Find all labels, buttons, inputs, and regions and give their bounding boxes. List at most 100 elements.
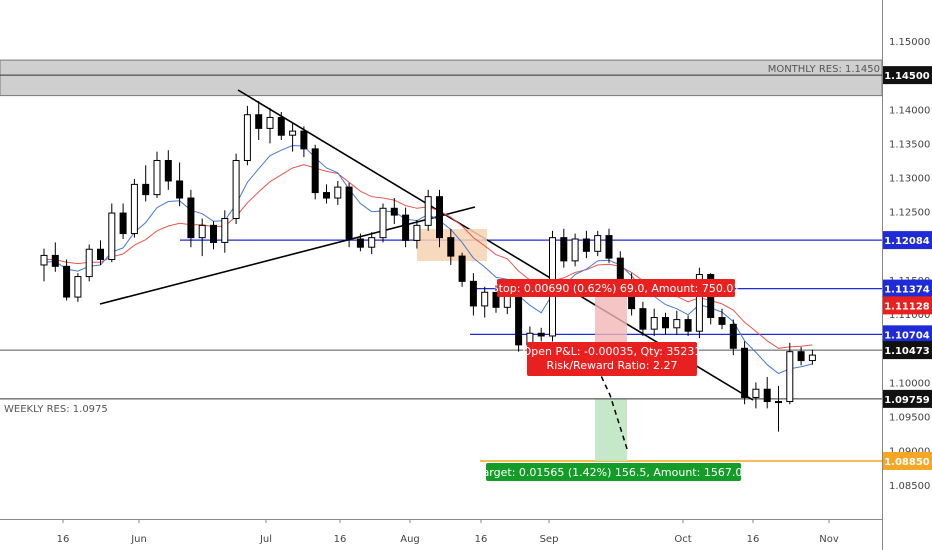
candle-body	[334, 186, 342, 199]
candle-body	[763, 388, 771, 403]
candle-body	[741, 347, 749, 398]
candle-body	[390, 207, 398, 216]
candle-body	[469, 280, 477, 307]
price-tick-label: 1.09500	[889, 413, 930, 424]
price-tag-label: 1.14500	[884, 71, 930, 82]
candle-body	[424, 196, 432, 226]
candle-body	[775, 401, 782, 404]
open-pnl-label: Open P&L: -0.00035, Qty: 35231	[523, 345, 702, 358]
candle-body	[560, 237, 568, 262]
price-tag-label: 1.11128	[884, 301, 930, 312]
candle-body	[729, 323, 737, 349]
price-tag-label: 1.12084	[884, 236, 930, 247]
candle-body	[187, 197, 195, 239]
candle-body	[142, 183, 150, 196]
candle-body	[447, 237, 455, 257]
candle-body	[695, 274, 703, 332]
candle-body	[108, 212, 116, 260]
candle-body	[266, 116, 274, 129]
candle-body	[232, 159, 240, 220]
price-tick-label: 1.13500	[889, 139, 930, 150]
price-tick-label: 1.14000	[889, 105, 930, 116]
candle-body	[198, 224, 206, 239]
candle-body	[85, 248, 93, 278]
candle-body	[289, 130, 297, 136]
time-axis-label: Oct	[674, 534, 691, 545]
candle-body	[277, 116, 285, 136]
price-tag-label: 1.09759	[884, 395, 930, 406]
candle-body	[537, 332, 545, 337]
candle-body	[673, 319, 681, 329]
price-tick-label: 1.15000	[889, 37, 930, 48]
price-tag-label: 1.11374	[884, 285, 930, 296]
candle-body	[605, 235, 613, 259]
projection-path	[589, 351, 629, 453]
price-tag-bg	[883, 389, 932, 408]
stop-zone	[595, 286, 627, 351]
candle-body	[436, 196, 443, 239]
candle-body	[582, 238, 590, 252]
candle-body	[379, 207, 387, 239]
candle-body	[616, 257, 624, 281]
price-tag-label: 1.08850	[884, 457, 930, 468]
target-zone	[595, 399, 627, 461]
candle-body	[492, 291, 500, 308]
candle-body	[323, 192, 330, 199]
candle-body	[153, 159, 161, 196]
price-tick-label: 1.11000	[889, 310, 930, 321]
candle-body	[368, 237, 376, 248]
price-tick-label: 1.10000	[889, 378, 930, 389]
time-axis-label: Jul	[259, 534, 272, 545]
stop-label: Stop: 0.00690 (0.62%) 69.0, Amount: 750.…	[492, 282, 741, 295]
candle-body	[63, 265, 71, 298]
price-tag-bg	[883, 296, 932, 315]
price-tag-bg	[883, 231, 932, 250]
time-axis-label: 16	[475, 534, 488, 545]
candle-body	[797, 351, 805, 362]
time-axis-label: 16	[334, 534, 347, 545]
candle-body	[97, 248, 104, 260]
candle-body	[402, 214, 410, 241]
candle-body	[684, 319, 692, 332]
candle-body	[458, 255, 466, 282]
candle-body	[481, 291, 489, 307]
time-axis-label: Nov	[819, 534, 839, 545]
rising-trendline	[99, 206, 476, 305]
price-tag-bg	[883, 341, 932, 360]
candle-body	[594, 235, 602, 252]
price-tick-label: 1.08500	[889, 481, 930, 492]
price-tick-label: 1.12500	[889, 208, 930, 219]
target-label: Target: 0.01565 (1.42%) 156.5, Amount: 1…	[477, 466, 750, 479]
candle-body	[74, 276, 82, 298]
price-tag-bg	[883, 279, 932, 298]
candle-body	[221, 218, 229, 243]
price-tag-bg	[883, 451, 932, 470]
candle-body	[51, 254, 59, 267]
risk-reward-label: Risk/Reward Ratio: 2.27	[547, 359, 678, 372]
candle-body	[808, 354, 816, 362]
candle-body	[164, 159, 172, 182]
candle-body	[345, 186, 353, 240]
candle-body	[255, 114, 263, 129]
time-axis-label: 16	[57, 534, 70, 545]
candle-body	[356, 238, 364, 248]
candle-body	[40, 254, 48, 266]
candle-body	[662, 317, 669, 329]
candle-body	[311, 148, 319, 194]
candle-body	[413, 224, 421, 241]
time-axis-label: Jun	[130, 534, 147, 545]
time-axis-label: 16	[747, 534, 760, 545]
pnl-label-bg	[527, 342, 697, 376]
time-axis-label: Aug	[400, 534, 420, 545]
candle-body	[752, 388, 760, 398]
weekly-res-label: WEEKLY RES: 1.0975	[4, 404, 108, 415]
candle-body	[243, 114, 251, 161]
candle-body	[650, 317, 658, 330]
candle-body	[571, 238, 579, 262]
monthly-resistance-zone	[0, 59, 883, 97]
candle-body	[130, 183, 138, 235]
candle-body	[639, 308, 647, 330]
price-tag-label: 1.10473	[884, 346, 930, 357]
candle-body	[786, 351, 794, 403]
